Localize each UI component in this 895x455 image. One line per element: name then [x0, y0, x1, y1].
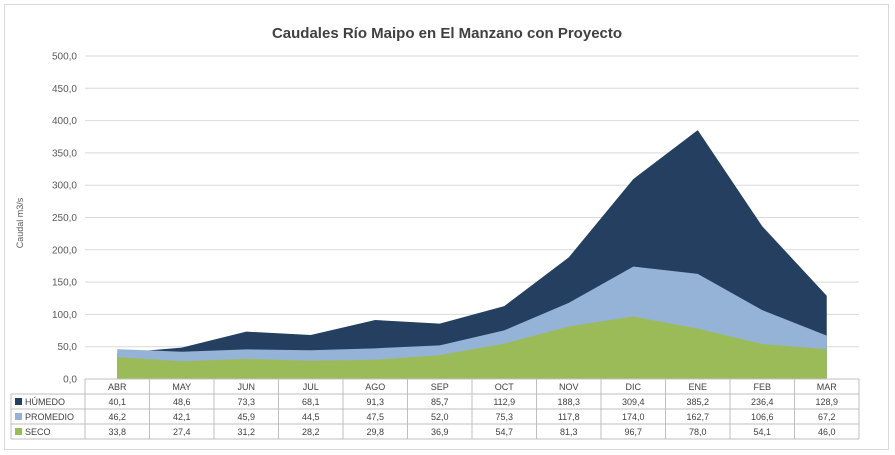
data-label: 162,7: [686, 412, 709, 422]
x-tick-label: NOV: [559, 382, 579, 392]
x-tick-label: ABR: [108, 382, 127, 392]
x-tick-label: SEP: [431, 382, 449, 392]
y-tick-label: 0,0: [63, 375, 77, 386]
legend-label: HÚMEDO: [25, 397, 65, 407]
data-label: 236,4: [751, 397, 774, 407]
data-label: 96,7: [624, 427, 642, 437]
data-label: 106,6: [751, 412, 774, 422]
data-label: 68,1: [302, 397, 320, 407]
y-tick-label: 200,0: [52, 245, 77, 256]
y-tick-label: 100,0: [52, 310, 77, 321]
y-axis-label: Caudal m3/s: [15, 197, 25, 248]
legend-key-promedio: [15, 413, 22, 420]
data-label: 75,3: [495, 412, 513, 422]
data-label: 33,8: [108, 427, 126, 437]
data-label: 46,0: [818, 427, 836, 437]
x-tick-label: JUL: [303, 382, 319, 392]
legend-label: PROMEDIO: [25, 412, 74, 422]
data-label: 27,4: [173, 427, 191, 437]
x-tick-label: DIC: [626, 382, 642, 392]
data-label: 40,1: [108, 397, 126, 407]
data-label: 117,8: [558, 412, 580, 422]
data-label: 54,7: [495, 427, 513, 437]
legend-label: SECO: [25, 427, 51, 437]
data-label: 28,2: [302, 427, 320, 437]
data-label: 45,9: [237, 412, 255, 422]
legend-key-húmedo: [15, 398, 22, 405]
data-label: 44,5: [302, 412, 320, 422]
data-table: ABR MAY JUN JUL AGO SEP OCT NOV DIC ENE FEB MAR HÚME…: [10, 379, 860, 440]
x-tick-label: MAY: [172, 382, 191, 392]
data-label: 31,2: [237, 427, 255, 437]
area-series: [85, 130, 859, 380]
data-label: 385,2: [686, 397, 709, 407]
data-label: 73,3: [237, 397, 255, 407]
chart-title: Caudales Río Maipo en El Manzano con Pro…: [272, 25, 622, 42]
legend-key-seco: [15, 428, 22, 435]
y-tick-label: 50,0: [58, 342, 78, 353]
data-label: 67,2: [818, 412, 836, 422]
data-label: 42,1: [173, 412, 191, 422]
x-tick-label: JUN: [238, 382, 256, 392]
data-label: 29,8: [366, 427, 384, 437]
data-label: 36,9: [431, 427, 449, 437]
x-tick-label: AGO: [365, 382, 385, 392]
chart-frame: Caudales Río Maipo en El Manzano con Pro…: [4, 4, 889, 450]
data-label: 309,4: [622, 397, 645, 407]
data-label: 46,2: [108, 412, 126, 422]
y-tick-label: 450,0: [52, 84, 77, 95]
y-tick-label: 350,0: [52, 148, 77, 159]
data-label: 91,3: [366, 397, 384, 407]
data-label: 188,3: [557, 397, 580, 407]
data-label: 48,6: [173, 397, 191, 407]
data-label: 52,0: [431, 412, 449, 422]
data-label: 174,0: [622, 412, 645, 422]
x-tick-label: MAR: [817, 382, 838, 392]
x-tick-label: OCT: [495, 382, 515, 392]
x-tick-label: FEB: [753, 382, 771, 392]
y-tick-label: 300,0: [52, 181, 77, 192]
y-tick-label: 150,0: [52, 278, 77, 289]
y-tick-label: 500,0: [52, 52, 77, 63]
data-label: 112,9: [493, 397, 515, 407]
y-tick-labels: 500,0 450,0 400,0 350,0 300,0 250,0 200,0 150,0…: [52, 52, 77, 386]
data-label: 78,0: [689, 427, 707, 437]
data-label: 47,5: [366, 412, 384, 422]
data-label: 85,7: [431, 397, 449, 407]
data-label: 54,1: [753, 427, 771, 437]
x-tick-label: ENE: [688, 382, 707, 392]
y-tick-label: 400,0: [52, 116, 77, 127]
data-label: 128,9: [815, 397, 838, 407]
data-label: 81,3: [560, 427, 578, 437]
y-tick-label: 250,0: [52, 213, 77, 224]
area-chart: Caudales Río Maipo en El Manzano con Pro…: [10, 25, 860, 440]
area-seco: [117, 316, 827, 379]
